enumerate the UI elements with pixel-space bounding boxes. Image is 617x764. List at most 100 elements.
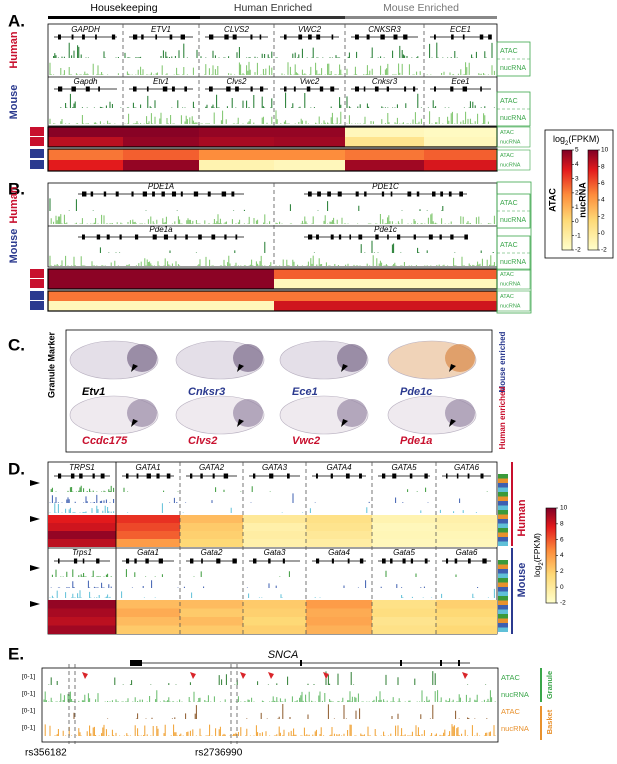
frame	[496, 149, 531, 171]
signal-track	[121, 591, 156, 598]
exon	[142, 191, 147, 197]
heatmap-cell	[306, 523, 372, 531]
exon	[393, 34, 398, 40]
signal-track	[275, 255, 495, 266]
arrowhead	[131, 364, 138, 372]
signal-track	[126, 95, 196, 108]
species-key	[30, 160, 44, 169]
label: -2	[601, 247, 607, 254]
signal-track	[49, 62, 119, 75]
signal-track	[309, 507, 368, 513]
signal-track	[169, 497, 178, 503]
label: ATAC	[500, 200, 518, 207]
signal-track	[441, 588, 495, 598]
exon	[145, 558, 149, 564]
exon	[253, 473, 256, 479]
exon	[434, 34, 436, 40]
cell-key	[498, 478, 508, 483]
exon	[95, 34, 97, 40]
exon	[98, 86, 100, 92]
label: ATAC	[500, 272, 514, 278]
exon	[397, 234, 401, 240]
heatmap-cell	[180, 625, 243, 634]
exon	[103, 191, 107, 197]
exon	[58, 473, 62, 479]
signal-track	[193, 571, 202, 577]
label: 4	[575, 161, 579, 168]
exon	[467, 558, 471, 564]
exon	[211, 234, 216, 240]
frame	[47, 182, 498, 268]
species-key	[30, 279, 44, 288]
signal-track	[127, 503, 163, 513]
arrow	[30, 516, 40, 522]
signal-track	[200, 47, 273, 58]
signal-track	[429, 111, 489, 124]
label: 5	[575, 147, 579, 154]
cell-key	[498, 532, 508, 537]
label: 2	[560, 568, 564, 575]
label: Granule	[545, 671, 554, 699]
signal-track	[401, 595, 433, 598]
exon	[450, 234, 454, 240]
exon	[212, 473, 215, 479]
exon	[58, 86, 63, 92]
exon	[259, 34, 262, 40]
cerebellum	[337, 344, 367, 372]
label: A.	[8, 11, 25, 30]
exon	[71, 86, 76, 92]
exon	[226, 86, 231, 92]
cell-key	[498, 474, 508, 479]
label: Human	[516, 499, 528, 537]
signal-track	[343, 580, 367, 588]
cell-key	[498, 591, 508, 596]
signal-track	[50, 214, 271, 224]
heatmap-cell	[306, 617, 372, 626]
exon	[126, 473, 129, 479]
label: Etv1	[82, 386, 105, 398]
exon	[130, 660, 142, 666]
signal-track	[346, 63, 421, 75]
label: Gata4	[328, 548, 350, 557]
arrowhead	[82, 672, 88, 679]
label: nucRNA	[500, 162, 521, 168]
heatmap-cell	[306, 539, 372, 547]
cell-key	[498, 569, 508, 574]
label: Pde1a	[400, 435, 432, 447]
label: 0	[601, 230, 605, 237]
exon	[330, 234, 334, 240]
signal-track	[205, 94, 273, 108]
exon	[359, 558, 364, 564]
label: Human	[8, 186, 20, 224]
heatmap-cell	[372, 523, 436, 531]
exon	[381, 191, 385, 197]
exon	[193, 191, 199, 197]
signal-track	[281, 62, 343, 75]
species-key	[30, 137, 44, 146]
heatmap-cell	[274, 127, 345, 137]
exon	[235, 86, 239, 92]
exon	[375, 234, 379, 240]
exon	[456, 473, 459, 479]
label: ATAC	[501, 707, 520, 716]
heatmap-cell	[372, 531, 436, 539]
species-key	[30, 291, 44, 300]
exon	[413, 86, 416, 92]
label: Cnksr3	[188, 386, 225, 398]
exon	[146, 86, 149, 92]
cell-key	[498, 519, 508, 524]
species-key	[30, 149, 44, 158]
signal-track	[285, 92, 342, 108]
heatmap-cell	[274, 160, 345, 171]
arrowhead	[240, 672, 246, 679]
signal-track	[250, 493, 294, 503]
exon	[190, 473, 193, 479]
cerebellum	[337, 399, 367, 427]
heatmap-cell	[372, 608, 436, 617]
cell-key	[498, 618, 508, 623]
arrow	[30, 480, 40, 486]
exon	[440, 191, 444, 197]
legend-title-part: 2	[539, 562, 545, 566]
heatmap-cell	[48, 279, 274, 289]
